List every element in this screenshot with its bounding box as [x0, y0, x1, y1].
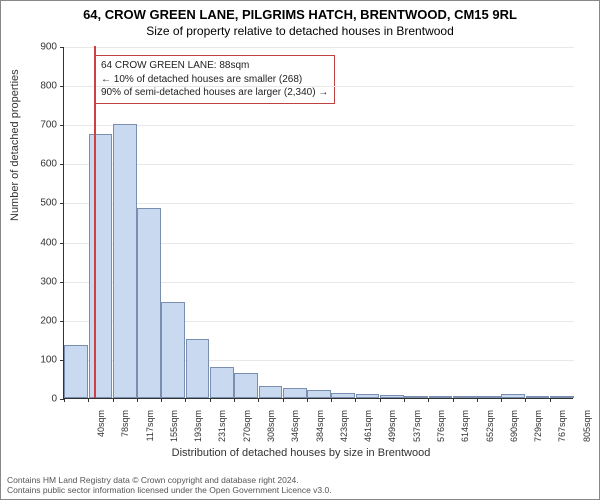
x-tick: [428, 398, 429, 402]
x-tick: [113, 398, 114, 402]
histogram-bar: [404, 396, 428, 398]
caption-line-1: Contains HM Land Registry data © Crown c…: [7, 475, 593, 486]
histogram-bar: [89, 134, 113, 398]
x-tick: [453, 398, 454, 402]
x-tick-label: 652sqm: [485, 410, 495, 450]
y-tick-label: 400: [17, 237, 57, 248]
histogram-bar: [283, 388, 307, 398]
y-tick: [60, 203, 64, 204]
x-tick-label: 499sqm: [387, 410, 397, 450]
gridline: [64, 203, 574, 204]
y-tick: [60, 47, 64, 48]
plot-wrap: 64 CROW GREEN LANE: 88sqm ← 10% of detac…: [63, 47, 573, 399]
marker-legend: 64 CROW GREEN LANE: 88sqm ← 10% of detac…: [94, 55, 335, 104]
chart-subtitle: Size of property relative to detached ho…: [1, 22, 599, 38]
x-tick-label: 231sqm: [217, 410, 227, 450]
gridline: [64, 164, 574, 165]
gridline: [64, 86, 574, 87]
y-tick-label: 600: [17, 159, 57, 170]
y-tick: [60, 243, 64, 244]
histogram-bar: [356, 394, 380, 398]
plot-area: 64 CROW GREEN LANE: 88sqm ← 10% of detac…: [63, 47, 573, 399]
histogram-bar: [526, 396, 550, 398]
histogram-bar: [234, 373, 258, 398]
y-tick: [60, 164, 64, 165]
caption-line-2: Contains public sector information licen…: [7, 485, 593, 496]
x-tick: [185, 398, 186, 402]
x-tick: [331, 398, 332, 402]
x-tick: [525, 398, 526, 402]
x-tick-label: 117sqm: [145, 410, 155, 450]
x-tick-label: 193sqm: [193, 410, 203, 450]
x-tick-label: 78sqm: [120, 410, 130, 450]
histogram-bar: [64, 345, 88, 398]
histogram-bar: [113, 124, 137, 398]
x-tick: [88, 398, 89, 402]
attribution-caption: Contains HM Land Registry data © Crown c…: [7, 475, 593, 496]
histogram-bar: [137, 208, 161, 398]
x-tick-label: 40sqm: [96, 410, 106, 450]
x-tick-label: 461sqm: [363, 410, 373, 450]
x-tick-label: 690sqm: [509, 410, 519, 450]
histogram-bar: [501, 394, 525, 398]
histogram-bar: [210, 367, 234, 398]
x-tick-label: 729sqm: [533, 410, 543, 450]
x-tick-label: 308sqm: [266, 410, 276, 450]
x-tick: [355, 398, 356, 402]
x-tick-label: 346sqm: [290, 410, 300, 450]
x-tick: [283, 398, 284, 402]
gridline: [64, 47, 574, 48]
x-tick: [137, 398, 138, 402]
legend-line-2: ← 10% of detached houses are smaller (26…: [101, 73, 328, 87]
x-tick: [210, 398, 211, 402]
y-tick-label: 900: [17, 42, 57, 53]
y-tick: [60, 321, 64, 322]
x-tick-label: 423sqm: [339, 410, 349, 450]
x-tick: [161, 398, 162, 402]
x-tick: [477, 398, 478, 402]
y-tick-label: 700: [17, 120, 57, 131]
histogram-bar: [307, 390, 331, 398]
y-tick-label: 500: [17, 198, 57, 209]
y-tick-label: 200: [17, 315, 57, 326]
x-tick-label: 537sqm: [412, 410, 422, 450]
histogram-bar: [331, 393, 355, 398]
y-tick-label: 0: [17, 394, 57, 405]
x-tick-label: 155sqm: [169, 410, 179, 450]
histogram-bar: [453, 396, 477, 398]
gridline: [64, 125, 574, 126]
histogram-bar: [477, 396, 501, 398]
histogram-bar: [259, 386, 283, 398]
histogram-bar: [186, 339, 210, 398]
x-tick: [550, 398, 551, 402]
chart-title-address: 64, CROW GREEN LANE, PILGRIMS HATCH, BRE…: [1, 1, 599, 22]
x-tick-label: 270sqm: [242, 410, 252, 450]
x-tick-label: 384sqm: [315, 410, 325, 450]
x-tick-label: 614sqm: [460, 410, 470, 450]
histogram-bar: [380, 395, 404, 398]
histogram-bar: [161, 302, 185, 398]
y-tick: [60, 86, 64, 87]
chart-container: 64, CROW GREEN LANE, PILGRIMS HATCH, BRE…: [0, 0, 600, 500]
y-tick: [60, 125, 64, 126]
x-tick: [234, 398, 235, 402]
x-tick: [258, 398, 259, 402]
histogram-bar: [550, 396, 574, 398]
x-tick: [307, 398, 308, 402]
y-tick-label: 300: [17, 276, 57, 287]
x-tick: [380, 398, 381, 402]
histogram-bar: [429, 396, 453, 398]
legend-line-3: 90% of semi-detached houses are larger (…: [101, 86, 328, 100]
x-tick-label: 767sqm: [557, 410, 567, 450]
x-tick: [404, 398, 405, 402]
property-marker-line: [94, 46, 96, 398]
y-tick: [60, 282, 64, 283]
y-tick-label: 100: [17, 354, 57, 365]
x-tick: [64, 398, 65, 402]
x-tick-label: 576sqm: [436, 410, 446, 450]
x-tick: [501, 398, 502, 402]
y-tick-label: 800: [17, 81, 57, 92]
legend-line-1: 64 CROW GREEN LANE: 88sqm: [101, 59, 328, 73]
x-tick-label: 805sqm: [582, 410, 592, 450]
